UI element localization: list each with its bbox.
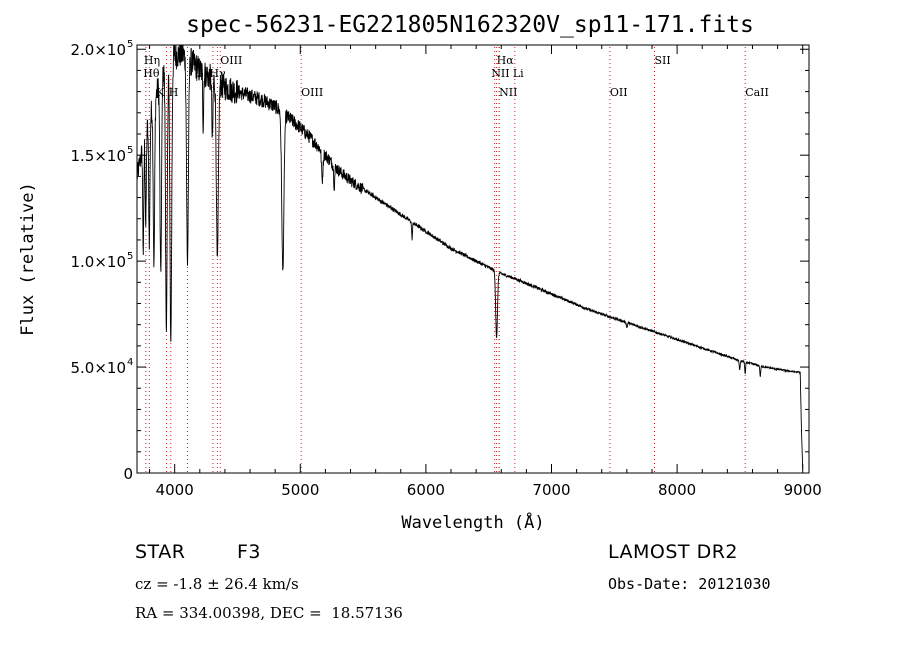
y-tick-exponent: 5 (127, 251, 133, 262)
spectral-line-label: NII (499, 86, 517, 99)
spectral-line-label: H (169, 86, 179, 99)
y-tick-label: 5.0×10 (70, 359, 126, 377)
spectral-line-label: Li (513, 67, 524, 80)
spectral-line-label: SII (655, 54, 671, 67)
spectral-line-label: Hα (497, 54, 515, 67)
y-tick-exponent: 5 (127, 145, 133, 156)
y-tick-exponent: 5 (127, 39, 133, 50)
object-class: STAR (135, 541, 186, 563)
x-tick-label: 5000 (281, 481, 319, 499)
x-tick-label: 6000 (407, 481, 445, 499)
y-tick-label: 0 (123, 465, 133, 483)
redshift-text: cz = -1.8 ± 26.4 km/s (135, 575, 299, 593)
spectral-line-label: CaII (745, 86, 769, 99)
spectral-line-label: OII (610, 86, 628, 99)
y-axis: 05.0×10 41.0×10 51.5×10 52.0×10 5 (70, 39, 809, 483)
chart-title: spec-56231-EG221805N162320V_sp11-171.fit… (186, 12, 754, 38)
spectral-line-label: Hη (144, 54, 160, 67)
plot-frame (136, 44, 810, 474)
x-axis-label: Wavelength (Å) (401, 511, 544, 533)
x-axis: 4000 5000 6000 7000 8000 9000 (149, 45, 822, 499)
spectrum-line (136, 44, 804, 469)
radec-text: RA = 334.00398, DEC = 18.57136 (135, 604, 403, 622)
survey-name: LAMOST DR2 (608, 541, 738, 563)
x-tick-label: 9000 (784, 481, 822, 499)
x-tick-label: 8000 (658, 481, 696, 499)
spectral-line-label: Hθ (143, 67, 160, 80)
y-tick-label: 1.0×10 (70, 253, 126, 271)
spectral-line-label: OIII (220, 54, 242, 67)
spectral-line-label: OIII (301, 86, 323, 99)
spectral-line-label: NII (491, 67, 509, 80)
spectral-line-label: K (156, 86, 165, 99)
x-tick-label: 7000 (532, 481, 570, 499)
x-tick-label: 4000 (156, 481, 194, 499)
y-axis-label: Flux (relative) (18, 182, 38, 336)
obs-date: Obs-Date: 20121030 (608, 575, 771, 593)
y-tick-exponent: 4 (127, 357, 133, 368)
y-tick-label: 2.0×10 (70, 41, 126, 59)
y-tick-label: 1.5×10 (70, 147, 126, 165)
object-subclass: F3 (237, 541, 262, 563)
spectrum-series (136, 44, 804, 469)
